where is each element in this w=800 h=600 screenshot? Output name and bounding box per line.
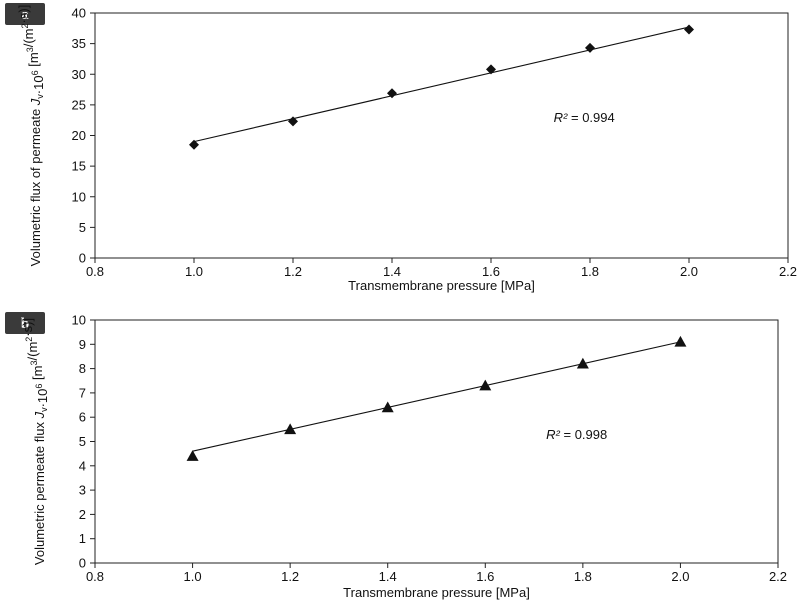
- x-tick-label: 1.2: [284, 264, 302, 279]
- data-point: [576, 357, 589, 369]
- chart-panel-a: a 0 5 10 15 20 25 30 35 40 0.8 1.0 1.2 1.4 1.6 1.8 2.0 2.…: [5, 3, 797, 293]
- y-tick-label: 25: [72, 97, 86, 112]
- y-tick-label: 4: [79, 458, 86, 473]
- x-tick-label: 1.8: [581, 264, 599, 279]
- data-point: [284, 423, 297, 435]
- x-tick-label: 1.6: [476, 569, 494, 584]
- y-tick-label: 2: [79, 507, 86, 522]
- trend-line: [192, 341, 681, 452]
- x-tick-label: 1.2: [281, 569, 299, 584]
- panel-label-background: [5, 312, 45, 334]
- r-squared-label: R² = 0.994: [554, 110, 615, 125]
- y-tick-label: 7: [79, 385, 86, 400]
- x-tick-label: 2.0: [671, 569, 689, 584]
- x-tick-label: 1.0: [184, 569, 202, 584]
- y-axis-title: Volumetric flux of permeate Jv·106 [m3/(…: [16, 5, 46, 267]
- data-point: [585, 42, 595, 53]
- chart-panel-b: b 0 1 2 3 4 5 6 7 8 9 10 0.8 1.0 1.2 1.4 1.6 1.8 2.0 2.2 Tra…: [5, 312, 787, 600]
- x-tick-label: 1.0: [185, 264, 203, 279]
- panel-label: b: [21, 316, 29, 332]
- data-point: [479, 379, 492, 391]
- y-tick-label: 30: [72, 67, 86, 82]
- panel-label: a: [21, 7, 29, 23]
- y-tick-label: 10: [72, 313, 86, 328]
- x-tick-label: 0.8: [86, 569, 104, 584]
- data-point: [684, 24, 694, 35]
- data-point: [387, 88, 397, 99]
- data-point: [186, 450, 199, 461]
- x-tick-label: 2.2: [769, 569, 787, 584]
- plot-frame: [94, 319, 779, 564]
- data-point: [486, 64, 496, 75]
- x-tick-label: 1.8: [574, 569, 592, 584]
- y-tick-label: 1: [79, 531, 86, 546]
- plot-frame: [94, 12, 789, 259]
- x-tick-label: 2.0: [680, 264, 698, 279]
- x-axis-title: Transmembrane pressure [MPa]: [343, 585, 530, 600]
- x-tick-label: 0.8: [86, 264, 104, 279]
- x-tick-label: 1.4: [379, 569, 397, 584]
- y-tick-label: 5: [79, 220, 86, 235]
- y-tick-label: 35: [72, 36, 86, 51]
- r-squared-label: R² = 0.998: [546, 427, 607, 442]
- y-tick-label: 6: [79, 410, 86, 425]
- data-point: [189, 139, 199, 150]
- x-tick-label: 2.2: [779, 264, 797, 279]
- y-tick-label: 10: [72, 189, 86, 204]
- data-point: [674, 335, 687, 347]
- y-tick-label: 0: [79, 556, 86, 571]
- trend-line: [193, 26, 690, 143]
- data-point: [288, 116, 298, 127]
- panel-label-badge: a: [5, 3, 45, 25]
- panel-label-background: [5, 3, 45, 25]
- y-axis-title: Volumetric permeate flux Jv·106 [m3/(m2·…: [20, 318, 50, 565]
- x-tick-label: 1.6: [482, 264, 500, 279]
- x-tick-label: 1.4: [383, 264, 401, 279]
- y-tick-label: 15: [72, 159, 86, 174]
- y-tick-label: 8: [79, 361, 86, 376]
- y-tick-label: 9: [79, 337, 86, 352]
- y-tick-label: 40: [72, 6, 86, 21]
- x-axis-title: Transmembrane pressure [MPa]: [348, 278, 535, 293]
- panel-label-badge: b: [5, 312, 45, 334]
- y-tick-label: 3: [79, 483, 86, 498]
- y-tick-label: 5: [79, 434, 86, 449]
- y-tick-label: 0: [79, 251, 86, 266]
- y-tick-label: 20: [72, 128, 86, 143]
- data-point: [381, 401, 394, 413]
